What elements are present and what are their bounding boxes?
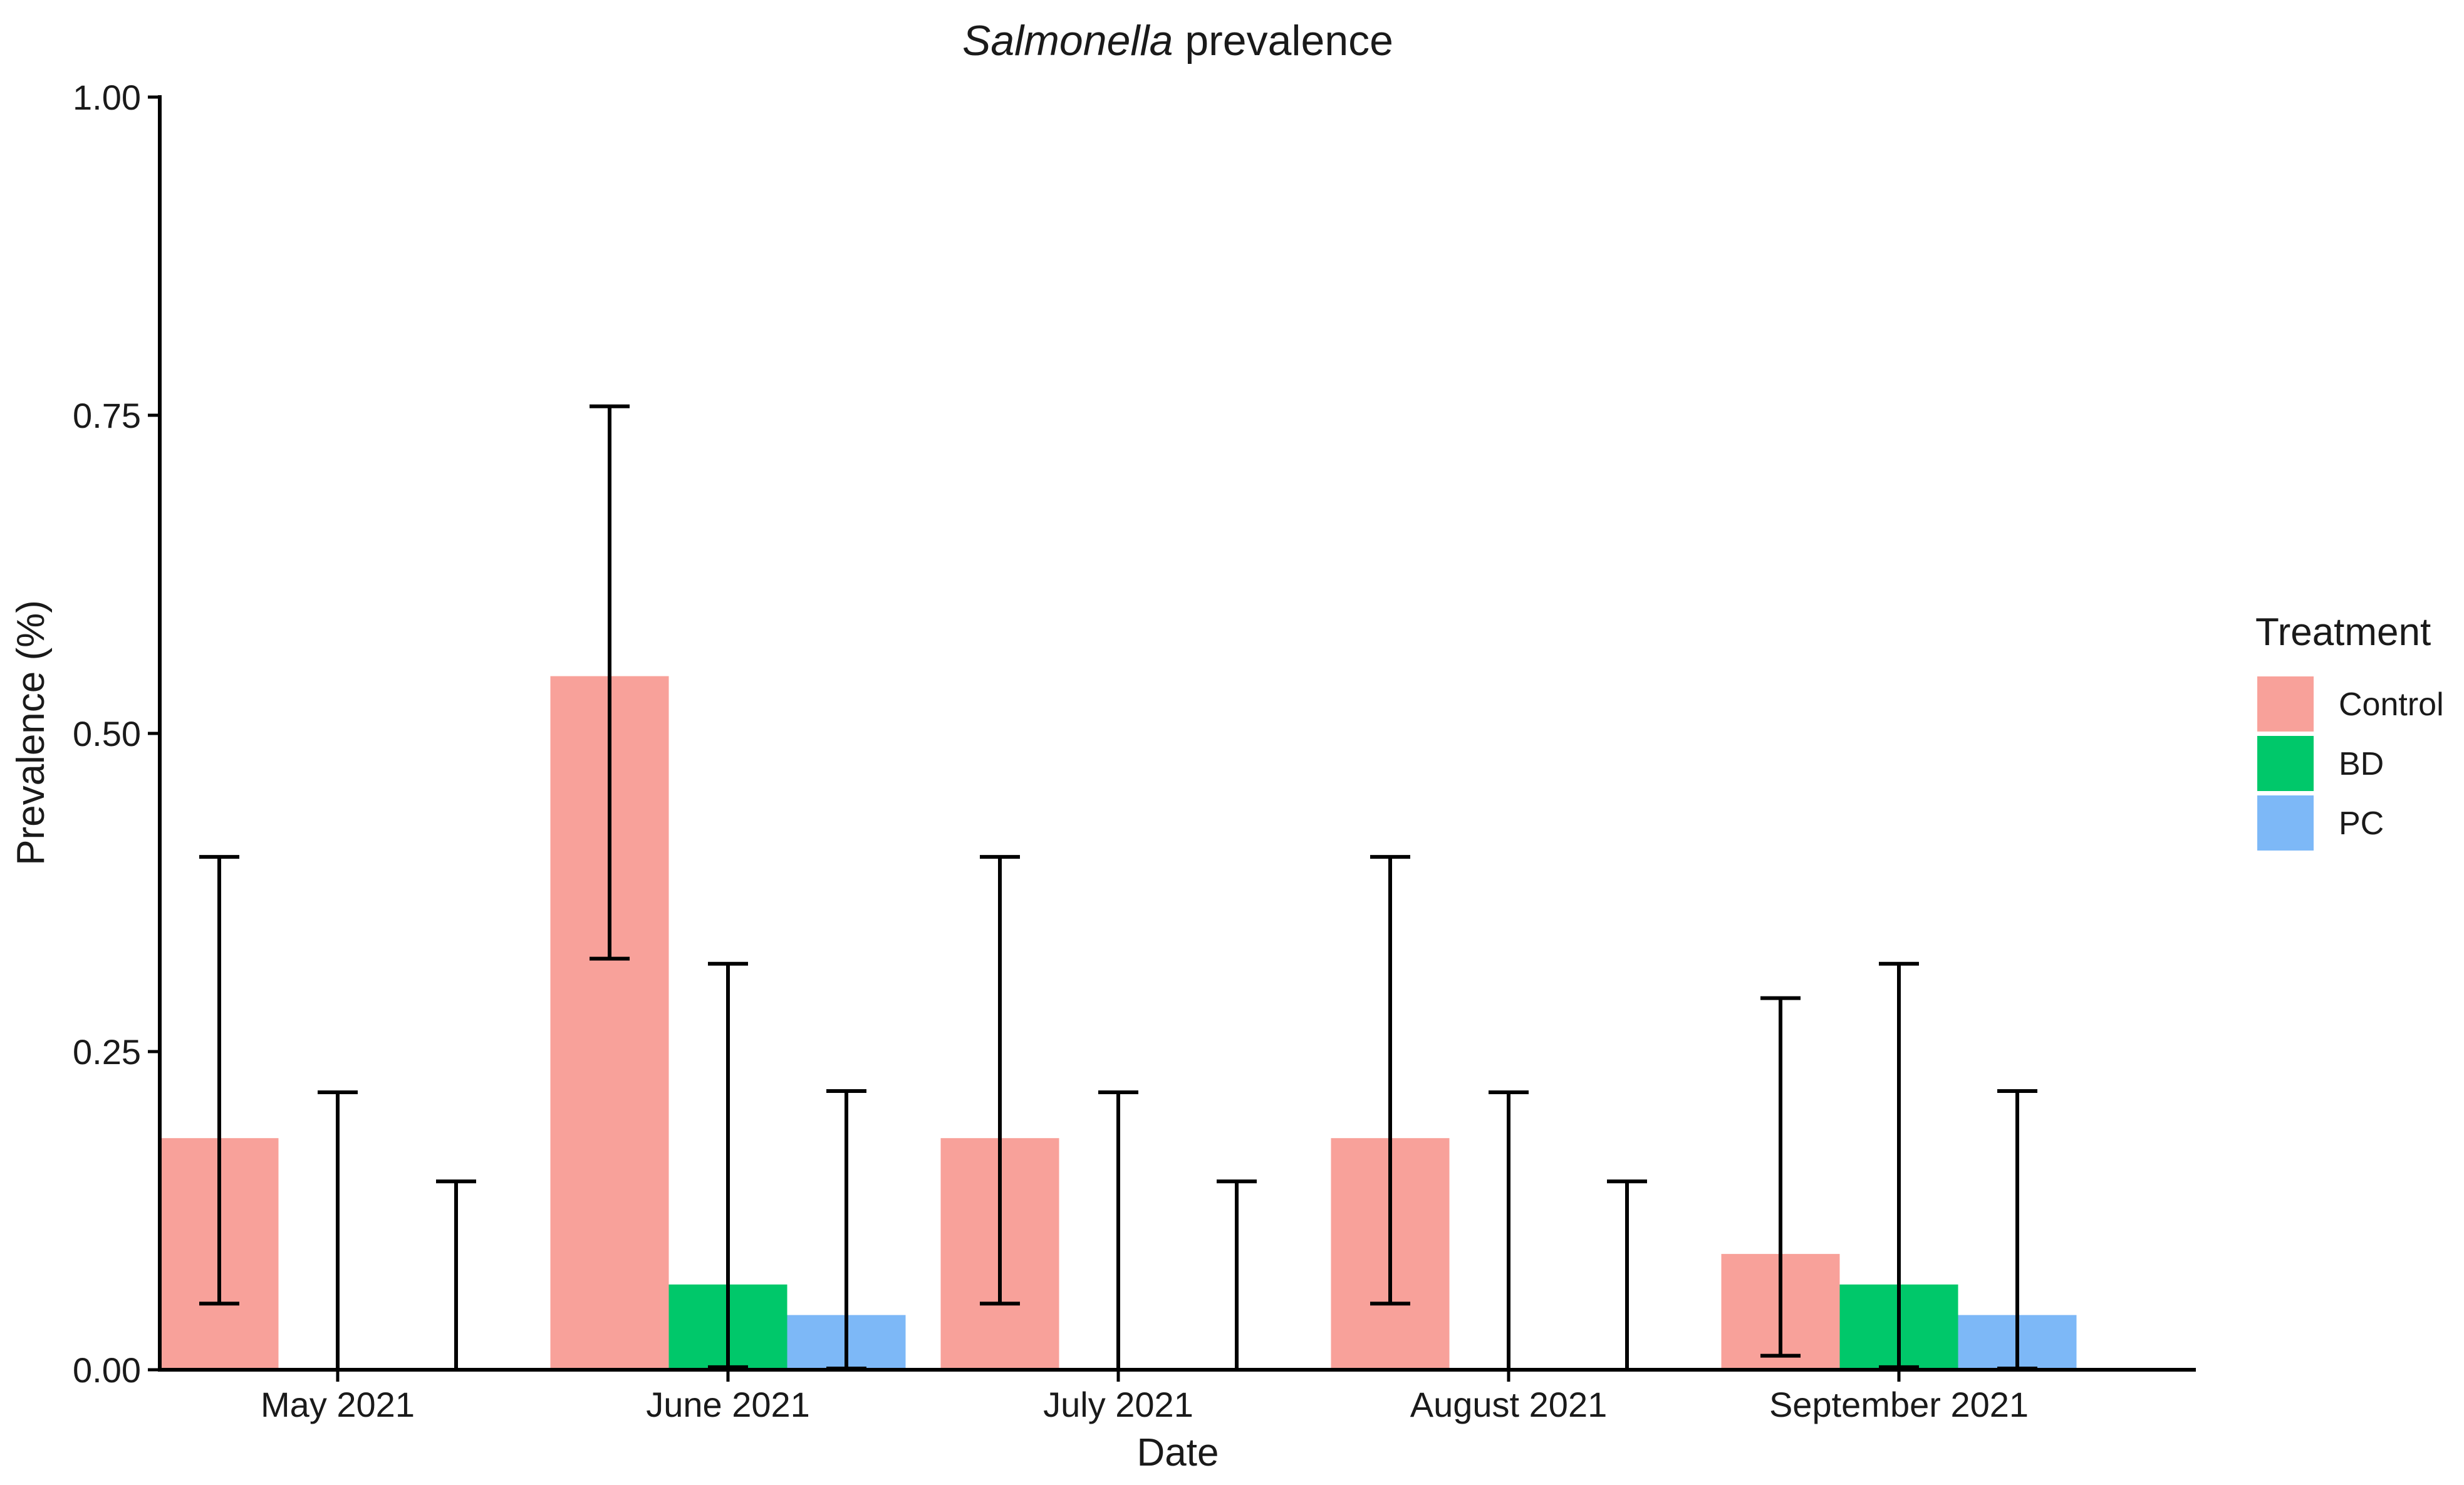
error-bar-bd (1489, 1090, 1529, 1372)
error-bar-bd (1879, 961, 1919, 1369)
legend-swatch-pc (2257, 795, 2314, 851)
y-tick-label: 0.50 (73, 714, 141, 753)
error-bar-pc (436, 1179, 476, 1372)
error-bar-control (199, 855, 239, 1306)
legend-title: Treatment (2255, 611, 2431, 654)
plot-area (160, 404, 2077, 1372)
x-tick-label: June 2021 (646, 1385, 810, 1424)
legend-label-control: Control (2339, 686, 2444, 723)
error-bar-control (1760, 996, 1801, 1358)
error-bar-control (1370, 855, 1410, 1306)
error-bar-bd (708, 961, 748, 1369)
error-bar-control (590, 404, 630, 961)
x-tick-label: September 2021 (1769, 1385, 2029, 1424)
y-tick-label: 0.75 (73, 396, 141, 435)
chart-title-rest: prevalence (1173, 17, 1393, 65)
x-tick-label: July 2021 (1043, 1385, 1193, 1424)
legend: Treatment Control BD PC (2255, 611, 2444, 851)
x-axis-title: Date (1137, 1431, 1219, 1474)
error-bar-pc (1217, 1179, 1257, 1372)
error-bar-control (980, 855, 1020, 1306)
y-axis-title: Prevalence (%) (9, 600, 53, 866)
y-tick-label: 0.00 (73, 1350, 141, 1390)
error-bar-bd (318, 1090, 358, 1372)
y-tick-label: 1.00 (73, 78, 141, 117)
legend-label-bd: BD (2339, 746, 2384, 782)
error-bar-pc (1607, 1179, 1647, 1372)
legend-swatch-control (2257, 676, 2314, 732)
x-axis-ticks: May 2021 June 2021 July 2021 August 2021 Sep… (261, 1370, 2029, 1424)
error-bar-bd (1098, 1090, 1138, 1372)
y-axis-ticks: 0.00 0.25 0.50 0.75 1.00 (73, 78, 160, 1390)
legend-label-pc: PC (2339, 805, 2384, 842)
y-tick-label: 0.25 (73, 1032, 141, 1072)
chart-title: Salmonella prevalence (962, 17, 1393, 65)
x-tick-label: May 2021 (261, 1385, 415, 1424)
x-tick-label: August 2021 (1410, 1385, 1607, 1424)
legend-swatch-bd (2257, 736, 2314, 791)
chart-title-italic: Salmonella (962, 17, 1173, 65)
